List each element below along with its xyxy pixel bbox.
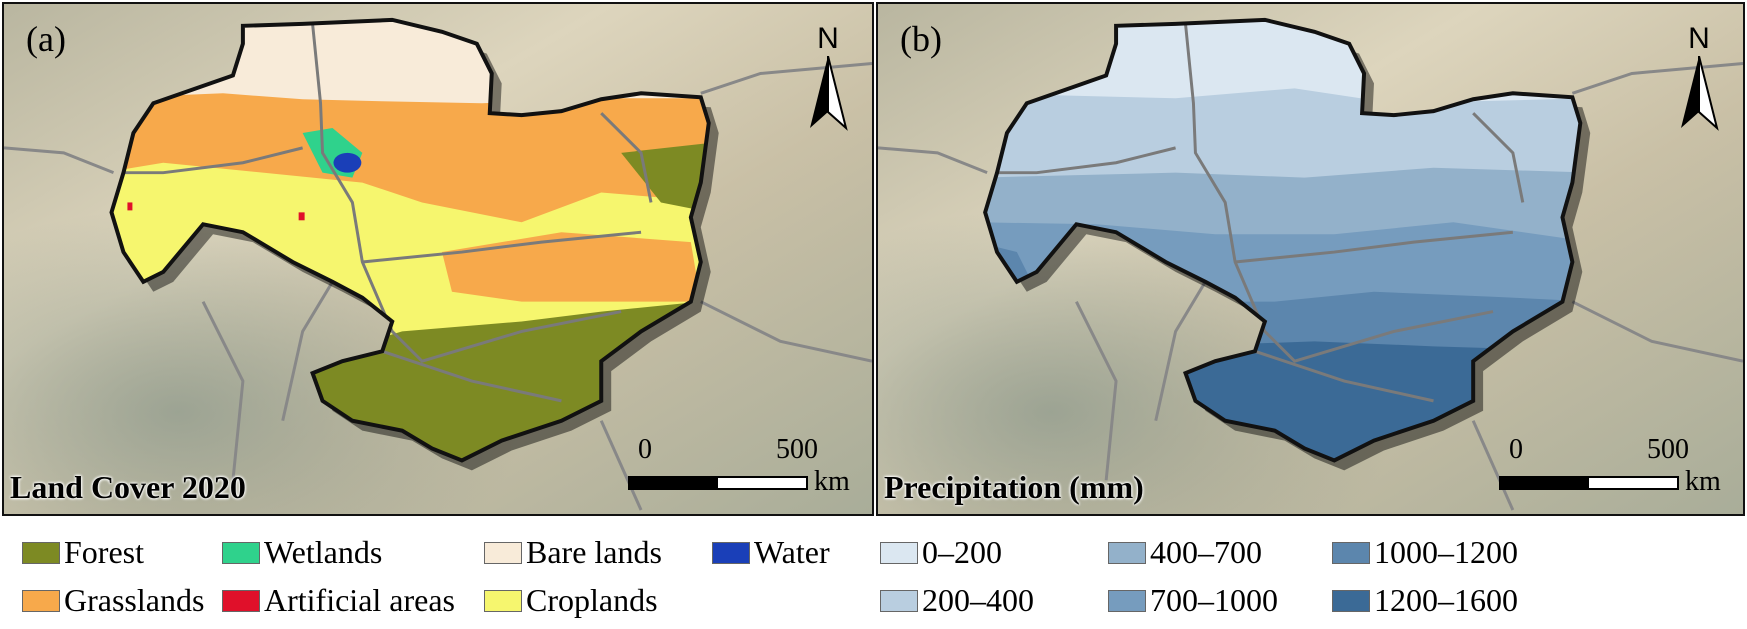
legend-swatch — [712, 541, 750, 564]
legend-label: 0–200 — [922, 534, 1002, 570]
north-arrow-icon — [810, 55, 848, 131]
legend-label: Wetlands — [264, 534, 383, 570]
artificial-area — [127, 202, 133, 211]
legend-item-1000-1200: 1000–1200 — [1332, 532, 1518, 572]
precipitation-map-panel: (b) N 0 500 km Precipitation (mm) — [876, 2, 1745, 516]
legend-item-bare-lands: Bare lands — [484, 532, 662, 572]
map-title: Precipitation (mm) — [884, 469, 1144, 505]
scale-bar-graphic — [1499, 476, 1679, 490]
land-cover-legend: Forest Wetlands Bare lands Water Grassla… — [22, 532, 882, 628]
legend-swatch — [222, 589, 260, 612]
north-letter: N — [1688, 22, 1710, 55]
legend-label: 400–700 — [1150, 534, 1262, 570]
legend-swatch — [880, 589, 918, 612]
scale-unit: km — [1685, 466, 1721, 497]
legend-item-200-400: 200–400 — [880, 580, 1034, 620]
region-boundary — [983, 17, 1583, 463]
legend-label: 1000–1200 — [1374, 534, 1518, 570]
legend-item-grasslands: Grasslands — [22, 580, 204, 620]
rivers-outside — [4, 62, 872, 511]
scale-min: 0 — [1509, 434, 1523, 465]
legend-item-700-1000: 700–1000 — [1108, 580, 1278, 620]
north-letter: N — [817, 22, 839, 55]
legend-label: 700–1000 — [1150, 582, 1278, 618]
scale-max: 500 — [1647, 434, 1689, 465]
legend-label: Artificial areas — [264, 582, 455, 618]
precipitation-map — [878, 4, 1743, 514]
legend-label: Grasslands — [64, 582, 205, 618]
legend-swatch — [22, 541, 60, 564]
legend-item-400-700: 400–700 — [1108, 532, 1262, 572]
legend-swatch — [22, 589, 60, 612]
scale-bar: 0 500 km — [1499, 434, 1729, 504]
rivers-inside — [985, 23, 1525, 403]
legend-label: 200–400 — [922, 582, 1034, 618]
legend-swatch — [880, 541, 918, 564]
legend-swatch — [222, 541, 260, 564]
legend-label: Forest — [64, 534, 144, 570]
land-cover-map-panel: (a) N 0 500 km Land Cover 2020 — [2, 2, 874, 516]
grasslands-north — [111, 83, 709, 223]
legend-swatch — [484, 541, 522, 564]
north-arrow: N — [798, 22, 858, 132]
grasslands-east — [441, 232, 701, 302]
artificial-area — [298, 212, 305, 221]
legend-swatch — [1108, 589, 1146, 612]
legend-item-artificial-areas: Artificial areas — [222, 580, 455, 620]
panel-label: (a) — [26, 19, 66, 59]
scale-unit: km — [814, 466, 850, 497]
rivers-outside — [878, 62, 1743, 511]
legend-item-forest: Forest — [22, 532, 144, 572]
legend-item-croplands: Croplands — [484, 580, 658, 620]
legend-item-0-200: 0–200 — [880, 532, 1002, 572]
legend-item-water: Water — [712, 532, 830, 572]
region-boundary — [109, 17, 711, 463]
scale-min: 0 — [638, 434, 652, 465]
legend-label: 1200–1600 — [1374, 582, 1518, 618]
zone-200-400 — [985, 88, 1581, 188]
land-cover-map — [4, 4, 872, 514]
panel-label: (b) — [900, 19, 942, 59]
legend-swatch — [1108, 541, 1146, 564]
legend-item-1200-1600: 1200–1600 — [1332, 580, 1518, 620]
legend-item-wetlands: Wetlands — [222, 532, 382, 572]
legend-label: Water — [754, 534, 830, 570]
north-arrow: N — [1669, 22, 1729, 132]
precipitation-legend: 0–200 400–700 1000–1200 200–400 700–1000… — [880, 532, 1740, 628]
legend-swatch — [484, 589, 522, 612]
scale-max: 500 — [776, 434, 818, 465]
rivers-inside — [111, 23, 653, 403]
legend-swatch — [1332, 541, 1370, 564]
scale-bar-graphic — [628, 476, 808, 490]
legend-label: Croplands — [526, 582, 658, 618]
north-arrow-icon — [1681, 55, 1719, 131]
scale-bar: 0 500 km — [628, 434, 858, 504]
map-title: Land Cover 2020 — [10, 469, 246, 505]
legend-label: Bare lands — [526, 534, 662, 570]
water-body — [333, 152, 362, 173]
legend-swatch — [1332, 589, 1370, 612]
